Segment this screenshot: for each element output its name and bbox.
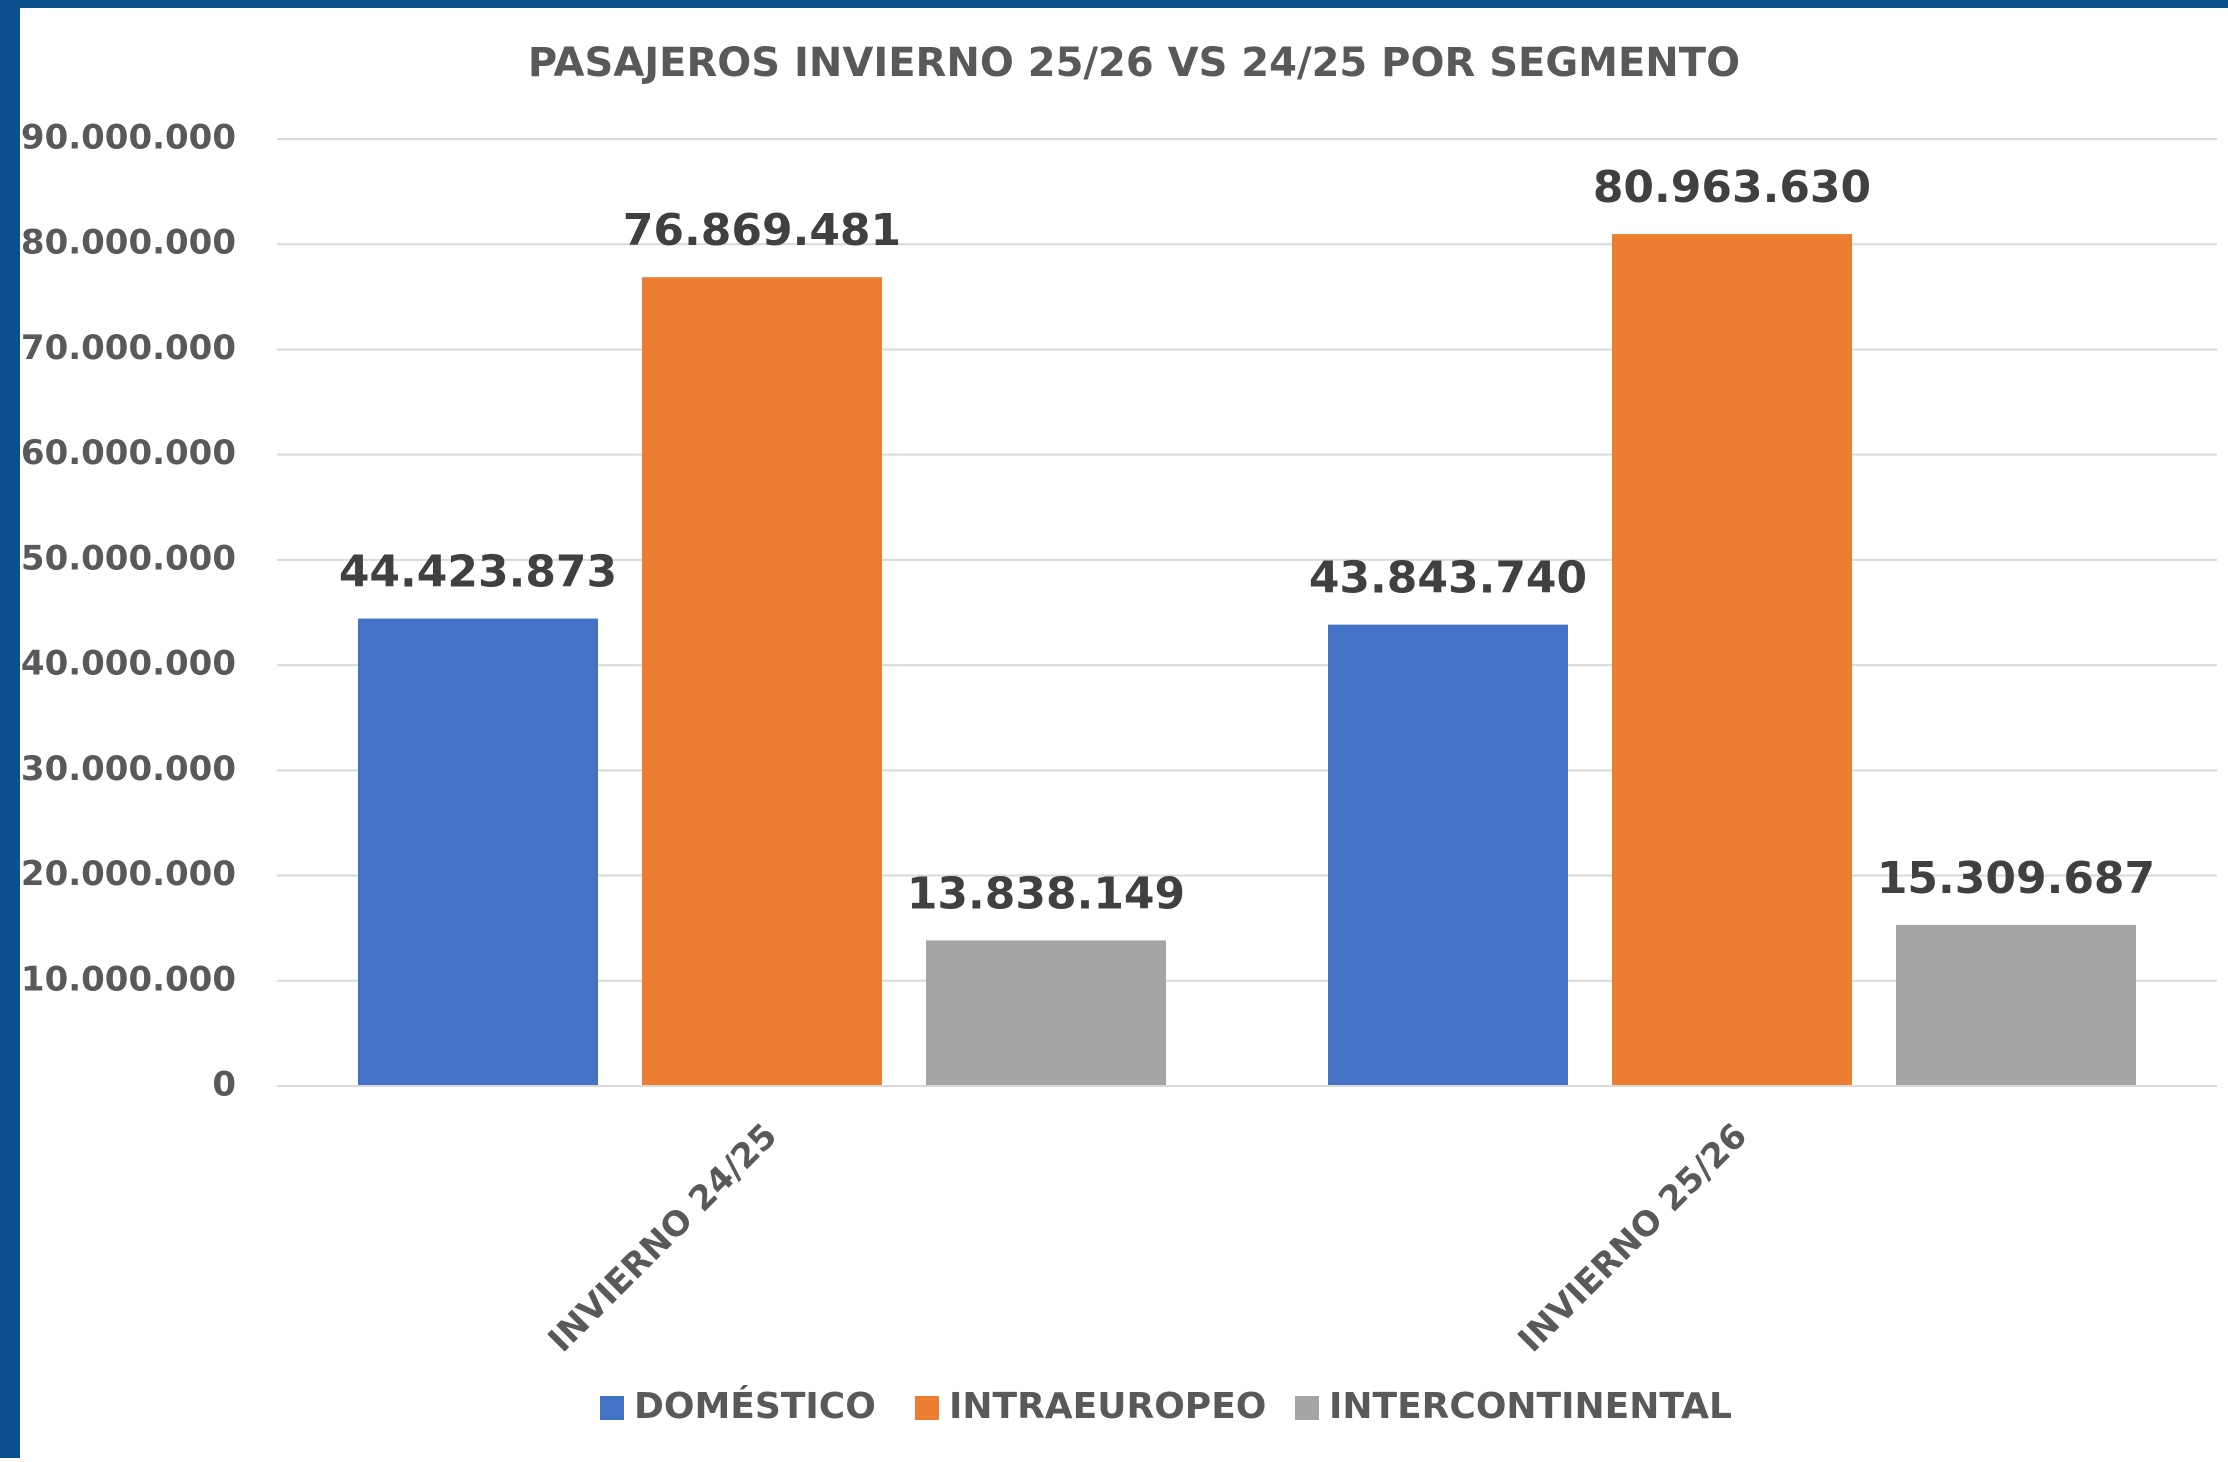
- bar: [642, 277, 882, 1086]
- bar: [1896, 924, 2136, 1086]
- y-tick-label: 70.000.000: [21, 328, 236, 368]
- y-tick-label: 80.000.000: [21, 223, 236, 263]
- legend-label: INTRAEUROPEO: [949, 1386, 1266, 1427]
- data-label: 15.309.687: [1877, 853, 2155, 904]
- data-label: 43.843.740: [1309, 553, 1587, 604]
- bar: [1328, 624, 1568, 1086]
- y-tick-label: 90.000.000: [21, 118, 236, 158]
- legend-swatch: [1295, 1396, 1319, 1420]
- y-tick-label: 60.000.000: [21, 433, 236, 473]
- data-label: 80.963.630: [1593, 162, 1871, 213]
- y-tick-label: 10.000.000: [21, 959, 236, 999]
- legend-label: DOMÉSTICO: [634, 1385, 876, 1427]
- y-tick-label: 40.000.000: [21, 644, 236, 684]
- y-tick-label: 50.000.000: [21, 538, 236, 578]
- y-tick-label: 0: [212, 1065, 236, 1105]
- legend-swatch: [915, 1396, 939, 1420]
- y-tick-label: 20.000.000: [21, 854, 236, 894]
- data-label: 44.423.873: [339, 547, 617, 598]
- bar: [926, 940, 1166, 1086]
- chart-area: [20, 8, 2228, 1458]
- bar: [358, 618, 598, 1086]
- legend-swatch: [600, 1396, 624, 1420]
- data-label: 13.838.149: [907, 868, 1185, 919]
- chart-title: PASAJEROS INVIERNO 25/26 VS 24/25 POR SE…: [528, 40, 1740, 86]
- legend-label: INTERCONTINENTAL: [1329, 1386, 1732, 1427]
- bar: [1612, 234, 1852, 1086]
- data-label: 76.869.481: [623, 205, 901, 256]
- y-tick-label: 30.000.000: [21, 749, 236, 789]
